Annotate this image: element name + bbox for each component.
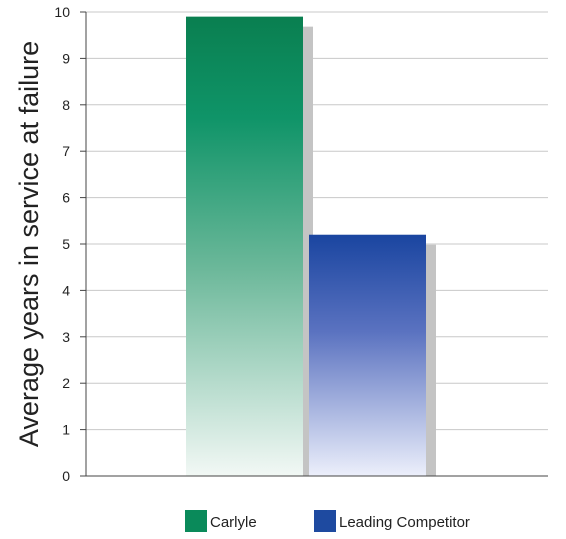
y-axis-title: Average years in service at failure bbox=[14, 41, 44, 447]
y-tick-label: 5 bbox=[62, 236, 70, 252]
y-tick-label: 2 bbox=[62, 375, 70, 391]
bar-shadow bbox=[303, 26, 313, 476]
bar-leading-competitor bbox=[309, 234, 426, 476]
y-tick-label: 0 bbox=[62, 468, 70, 484]
bars bbox=[186, 16, 426, 476]
legend-swatch bbox=[314, 510, 336, 532]
y-tick-label: 4 bbox=[62, 282, 70, 298]
legend: Carlyle Leading Competitor bbox=[185, 510, 470, 532]
y-tick-label: 1 bbox=[62, 422, 70, 438]
y-tick-label: 9 bbox=[62, 50, 70, 66]
y-tick-label: 8 bbox=[62, 97, 70, 113]
legend-label: Leading Competitor bbox=[339, 514, 470, 531]
y-tick-labels: 0 1 2 3 4 5 6 7 8 9 10 bbox=[54, 4, 87, 484]
legend-swatch bbox=[185, 510, 207, 532]
bar-carlyle bbox=[186, 16, 303, 476]
y-tick-label: 7 bbox=[62, 143, 70, 159]
y-tick-label: 3 bbox=[62, 329, 70, 345]
legend-label: Carlyle bbox=[210, 514, 257, 531]
y-tick-label: 10 bbox=[54, 4, 70, 20]
bar-shadows bbox=[303, 26, 436, 476]
y-tick-label: 6 bbox=[62, 190, 70, 206]
bar-shadow bbox=[426, 244, 436, 476]
